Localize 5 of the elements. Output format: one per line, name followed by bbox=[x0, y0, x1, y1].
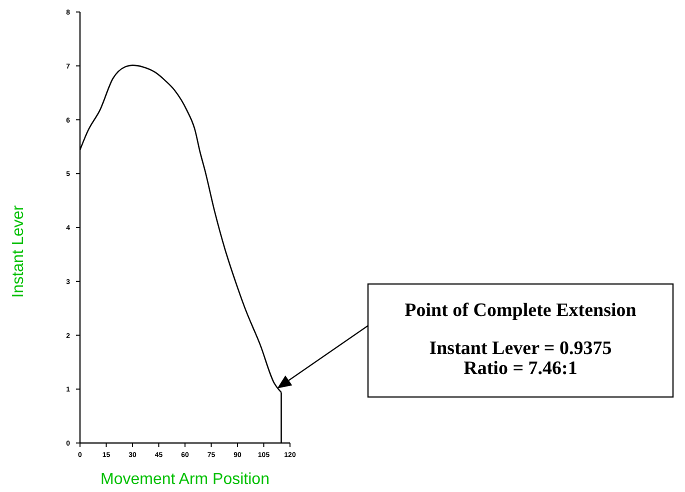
text: Instant Lever = 0.9375 bbox=[429, 338, 612, 359]
y-axis-title: Instant Lever bbox=[10, 204, 27, 298]
x-axis-title: Movement Arm Position bbox=[100, 471, 270, 488]
text: Ratio = 7.46:1 bbox=[464, 358, 578, 379]
text: Point of Complete Extension bbox=[404, 300, 637, 321]
